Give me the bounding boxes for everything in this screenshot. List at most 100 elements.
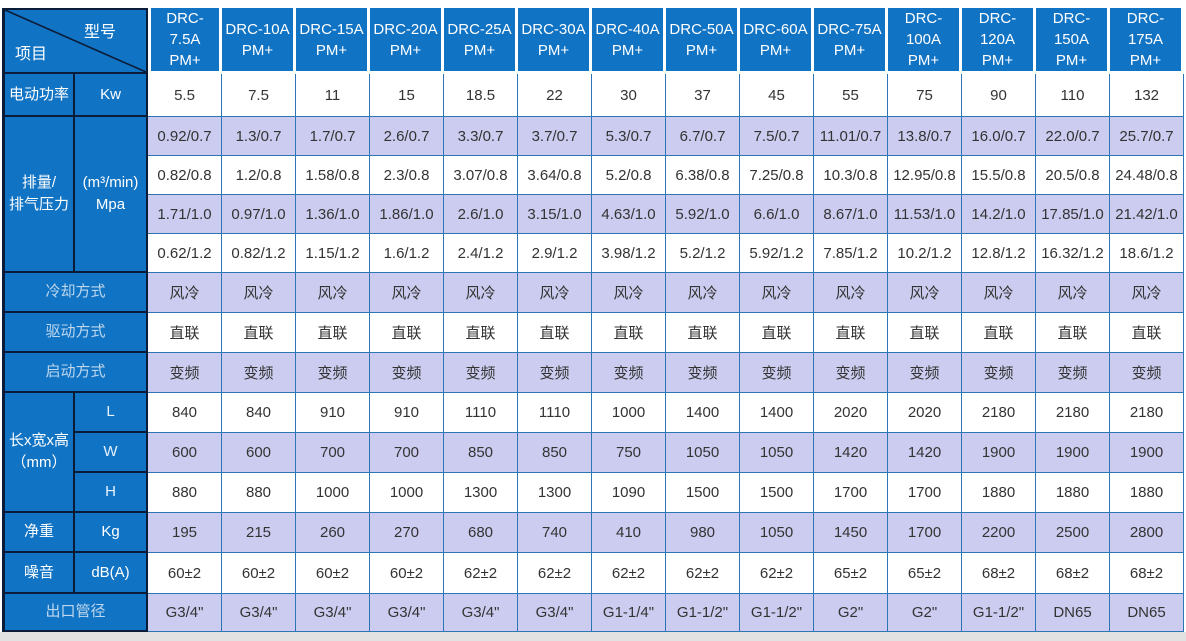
- spec-cell: 风冷: [370, 273, 444, 313]
- column-header-model: DRC-75A PM+: [814, 8, 888, 74]
- spec-cell: 1500: [740, 473, 814, 513]
- spec-cell: 5.92/1.2: [740, 234, 814, 273]
- spec-cell: 132: [1110, 74, 1184, 117]
- row-unit-dimensions-w: W: [75, 433, 148, 473]
- spec-cell: 2020: [888, 393, 962, 433]
- spec-cell: 变频: [518, 353, 592, 393]
- model-name: DRC-7.5A: [166, 10, 204, 48]
- column-header-model: DRC-175A PM+: [1110, 8, 1184, 74]
- spec-cell: 740: [518, 513, 592, 553]
- spec-cell: 30: [592, 74, 666, 117]
- spec-cell: 变频: [370, 353, 444, 393]
- spec-cell: 1.3/0.7: [222, 117, 296, 156]
- spec-cell: 4.63/1.0: [592, 195, 666, 234]
- spec-cell: G1-1/4": [592, 594, 666, 632]
- model-suffix: PM+: [981, 52, 1014, 69]
- spec-cell: 5.2/1.2: [666, 234, 740, 273]
- spec-cell: G2": [814, 594, 888, 632]
- spec-cell: 62±2: [740, 553, 814, 594]
- spec-cell: 880: [222, 473, 296, 513]
- spec-cell: 17.85/1.0: [1036, 195, 1110, 234]
- row-label-drive: 驱动方式: [2, 313, 148, 353]
- spec-cell: 风冷: [888, 273, 962, 313]
- spec-cell: 16.0/0.7: [962, 117, 1036, 156]
- spec-cell: G2": [888, 594, 962, 632]
- spec-cell: 7.25/0.8: [740, 156, 814, 195]
- spec-cell: 2800: [1110, 513, 1184, 553]
- spec-cell: 1420: [814, 433, 888, 473]
- spec-cell: 变频: [148, 353, 222, 393]
- spec-cell: 600: [148, 433, 222, 473]
- spec-cell: 11.53/1.0: [888, 195, 962, 234]
- spec-cell: 变频: [1036, 353, 1110, 393]
- spec-cell: 3.15/1.0: [518, 195, 592, 234]
- model-suffix: PM+: [389, 41, 422, 59]
- spec-cell: 5.2/0.8: [592, 156, 666, 195]
- spec-cell: 2020: [814, 393, 888, 433]
- model-name: DRC-30A: [521, 20, 586, 38]
- spec-cell: 2.6/1.0: [444, 195, 518, 234]
- spec-cell: 1050: [666, 433, 740, 473]
- spec-cell: 1300: [444, 473, 518, 513]
- page-bottom-strip: [0, 632, 1186, 641]
- spec-cell: 12.8/1.2: [962, 234, 1036, 273]
- spec-cell: 2200: [962, 513, 1036, 553]
- spec-cell: 1.86/1.0: [370, 195, 444, 234]
- spec-cell: 直联: [962, 313, 1036, 353]
- spec-cell: 880: [148, 473, 222, 513]
- spec-cell: 1900: [1110, 433, 1184, 473]
- spec-cell: 直联: [666, 313, 740, 353]
- column-header-model: DRC-25A PM+: [444, 8, 518, 74]
- spec-cell: 3.3/0.7: [444, 117, 518, 156]
- column-header-model: DRC-15A PM+: [296, 8, 370, 74]
- spec-cell: 变频: [1110, 353, 1184, 393]
- row-label-cooling: 冷却方式: [2, 273, 148, 313]
- spec-cell: 68±2: [1110, 553, 1184, 594]
- spec-cell: 910: [370, 393, 444, 433]
- model-name: DRC-120A: [978, 10, 1017, 48]
- spec-cell: 7.5: [222, 74, 296, 117]
- model-suffix: PM+: [685, 41, 718, 59]
- spec-cell: 7.5/0.7: [740, 117, 814, 156]
- row-label-power: 电动功率: [2, 74, 75, 117]
- column-header-model: DRC-50A PM+: [666, 8, 740, 74]
- spec-cell: 风冷: [296, 273, 370, 313]
- spec-cell: 2.6/0.7: [370, 117, 444, 156]
- model-name: DRC-10A: [225, 20, 290, 38]
- model-suffix: PM+: [463, 41, 496, 59]
- column-header-model: DRC-20A PM+: [370, 8, 444, 74]
- spec-cell: 600: [222, 433, 296, 473]
- spec-cell: 840: [148, 393, 222, 433]
- spec-cell: 5.92/1.0: [666, 195, 740, 234]
- spec-cell: 变频: [222, 353, 296, 393]
- spec-cell: 1700: [814, 473, 888, 513]
- column-header-model: DRC-150A PM+: [1036, 8, 1110, 74]
- row-label-dimensions: 长x宽x高 （mm）: [2, 393, 75, 513]
- spec-cell: 980: [666, 513, 740, 553]
- spec-cell: 3.64/0.8: [518, 156, 592, 195]
- spec-cell: 风冷: [814, 273, 888, 313]
- spec-cell: 2180: [962, 393, 1036, 433]
- spec-cell: 直联: [296, 313, 370, 353]
- model-name: DRC-100A: [904, 10, 943, 48]
- spec-cell: 21.42/1.0: [1110, 195, 1184, 234]
- spec-cell: 65±2: [888, 553, 962, 594]
- spec-cell: G3/4": [222, 594, 296, 632]
- spec-cell: 1450: [814, 513, 888, 553]
- spec-cell: 1.7/0.7: [296, 117, 370, 156]
- spec-cell: 1900: [1036, 433, 1110, 473]
- spec-cell: 1000: [592, 393, 666, 433]
- spec-cell: 65±2: [814, 553, 888, 594]
- spec-cell: 直联: [1036, 313, 1110, 353]
- spec-cell: 10.3/0.8: [814, 156, 888, 195]
- spec-cell: 60±2: [222, 553, 296, 594]
- model-suffix: PM+: [169, 52, 201, 69]
- spec-cell: 1.6/1.2: [370, 234, 444, 273]
- spec-cell: 680: [444, 513, 518, 553]
- spec-cell: 风冷: [518, 273, 592, 313]
- column-header-model: DRC-7.5A PM+: [148, 8, 222, 74]
- spec-cell: 14.2/1.0: [962, 195, 1036, 234]
- row-label-displacement: 排量/ 排气压力: [2, 117, 75, 273]
- row-label-outlet: 出口管径: [2, 594, 148, 632]
